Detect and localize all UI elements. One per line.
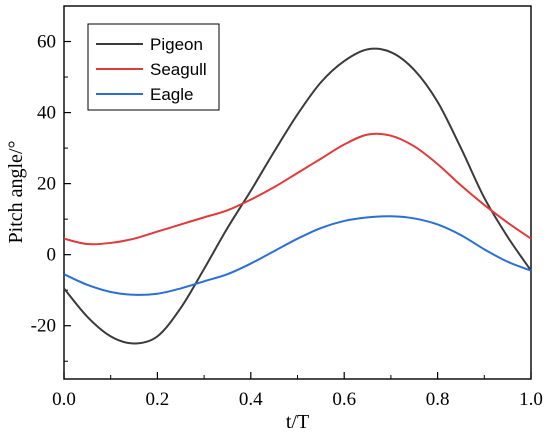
x-axis-title: t/T xyxy=(286,411,309,433)
legend-box xyxy=(87,23,220,111)
axis-ticks: 0.0 0.2 0.4 0.6 0.8 1.0 -20 0 20 40 60 xyxy=(31,5,543,410)
legend-label-seagull: Seagull xyxy=(150,60,207,79)
y-tick-label: -20 xyxy=(31,316,56,337)
x-tick-label: 0.4 xyxy=(239,389,263,410)
x-tick-label: 0.8 xyxy=(426,389,450,410)
x-tick-label: 0.0 xyxy=(52,389,76,410)
x-tick-label: 0.6 xyxy=(332,389,356,410)
series-lines xyxy=(63,47,532,345)
x-tick-label: 0.2 xyxy=(146,389,170,410)
y-tick-label: 60 xyxy=(37,32,56,53)
series-line-pigeon xyxy=(63,47,532,345)
y-tick-label: 40 xyxy=(37,103,56,124)
x-tick-label: 1.0 xyxy=(519,389,543,410)
y-axis-title: Pitch angle/° xyxy=(5,141,27,244)
series-line-eagle xyxy=(63,215,532,296)
legend: Pigeon Seagull Eagle xyxy=(87,23,220,111)
legend-label-eagle: Eagle xyxy=(150,85,193,104)
series-line-seagull xyxy=(63,132,532,246)
y-tick-label: 20 xyxy=(37,174,56,195)
y-tick-label: 0 xyxy=(47,245,57,266)
legend-label-pigeon: Pigeon xyxy=(150,35,203,54)
